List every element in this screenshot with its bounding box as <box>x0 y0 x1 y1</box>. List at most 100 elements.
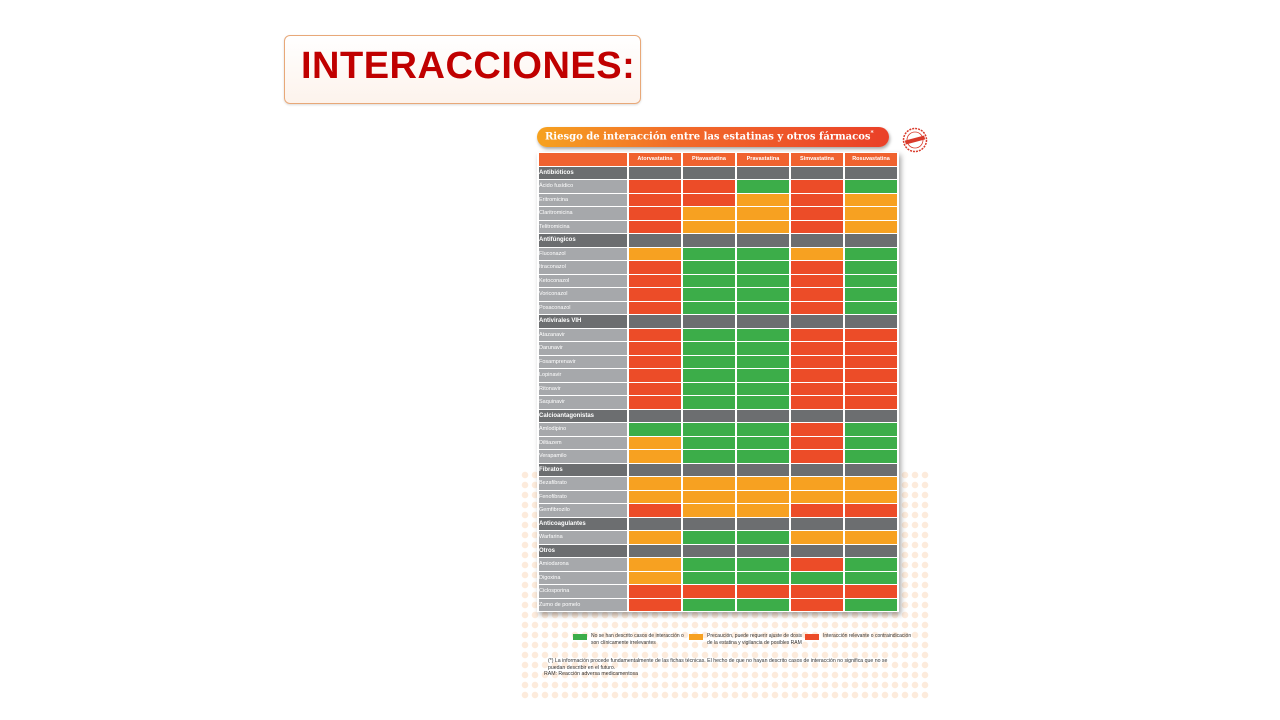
group-filler-cell <box>845 517 897 530</box>
risk-cell <box>791 450 843 463</box>
risk-cell <box>683 490 735 503</box>
table-row: Ciclosporina <box>539 585 897 598</box>
risk-cell <box>737 558 789 571</box>
legend-swatch-red <box>805 634 819 640</box>
group-filler-cell <box>845 409 897 422</box>
column-header: Rosuvastatina <box>845 153 897 166</box>
risk-cell <box>683 396 735 409</box>
risk-cell <box>737 531 789 544</box>
risk-cell <box>845 598 897 611</box>
drug-label: Amiodarona <box>539 558 627 571</box>
drug-label: Diltiazem <box>539 436 627 449</box>
table-row: Ketoconazol <box>539 274 897 287</box>
drug-label: Ciclosporina <box>539 585 627 598</box>
risk-cell <box>737 369 789 382</box>
figure-banner: Riesgo de interacción entre las estatina… <box>537 127 889 147</box>
group-filler-cell <box>629 315 681 328</box>
group-filler-cell <box>845 166 897 179</box>
risk-cell <box>791 571 843 584</box>
risk-cell <box>791 382 843 395</box>
group-filler-cell <box>737 463 789 476</box>
risk-cell <box>629 477 681 490</box>
group-filler-cell <box>683 517 735 530</box>
interaction-table: Atorvastatina Pitavastatina Pravastatina Si… <box>537 152 899 612</box>
legend-text-red: Interacción relevante o contraindicación <box>823 633 912 639</box>
risk-cell <box>629 558 681 571</box>
risk-cell <box>683 436 735 449</box>
risk-cell <box>737 598 789 611</box>
drug-label: Gemfibrozilo <box>539 504 627 517</box>
risk-cell <box>791 247 843 260</box>
table-row: Warfarina <box>539 531 897 544</box>
group-filler-cell <box>737 544 789 557</box>
risk-cell <box>845 301 897 314</box>
risk-cell <box>791 274 843 287</box>
risk-cell <box>683 382 735 395</box>
risk-cell <box>845 342 897 355</box>
risk-cell <box>629 180 681 193</box>
risk-cell <box>683 477 735 490</box>
risk-cell <box>845 450 897 463</box>
group-filler-cell <box>683 234 735 247</box>
group-filler-cell <box>737 517 789 530</box>
risk-cell <box>629 247 681 260</box>
table-row: Amiodarona <box>539 558 897 571</box>
risk-cell <box>845 193 897 206</box>
risk-cell <box>629 504 681 517</box>
risk-cell <box>629 490 681 503</box>
risk-cell <box>737 342 789 355</box>
risk-cell <box>791 436 843 449</box>
risk-cell <box>629 342 681 355</box>
risk-cell <box>629 301 681 314</box>
risk-cell <box>737 585 789 598</box>
risk-cell <box>845 369 897 382</box>
banner-title-text: Riesgo de interacción entre las estatina… <box>545 131 871 143</box>
risk-cell <box>737 328 789 341</box>
table-row: Fluconazol <box>539 247 897 260</box>
legend-swatch-orange <box>689 634 703 640</box>
drug-label: Ácido fusídico <box>539 180 627 193</box>
risk-cell <box>791 531 843 544</box>
drug-label: Digoxina <box>539 571 627 584</box>
risk-cell <box>791 355 843 368</box>
risk-cell <box>683 220 735 233</box>
table-row: Claritromicina <box>539 207 897 220</box>
risk-cell <box>791 328 843 341</box>
table-row: Atazanavir <box>539 328 897 341</box>
risk-cell <box>737 450 789 463</box>
group-filler-cell <box>791 517 843 530</box>
risk-cell <box>845 504 897 517</box>
group-filler-cell <box>683 409 735 422</box>
risk-cell <box>737 423 789 436</box>
drug-label: Ritonavir <box>539 382 627 395</box>
risk-cell <box>845 328 897 341</box>
legend-text-orange: Precaución, puede requerir ajuste de dos… <box>707 633 803 646</box>
group-filler-cell <box>791 544 843 557</box>
risk-cell <box>629 585 681 598</box>
group-label: Fibratos <box>539 463 627 476</box>
risk-cell <box>791 598 843 611</box>
risk-cell <box>737 490 789 503</box>
risk-cell <box>791 288 843 301</box>
risk-cell <box>683 571 735 584</box>
risk-cell <box>737 193 789 206</box>
risk-cell <box>791 477 843 490</box>
drug-label: Saquinavir <box>539 396 627 409</box>
risk-cell <box>629 207 681 220</box>
risk-cell <box>629 288 681 301</box>
group-row: Calcioantagonistas <box>539 409 897 422</box>
risk-cell <box>683 193 735 206</box>
risk-cell <box>683 585 735 598</box>
risk-cell <box>845 207 897 220</box>
risk-cell <box>683 531 735 544</box>
risk-cell <box>845 531 897 544</box>
risk-cell <box>845 585 897 598</box>
risk-cell <box>629 450 681 463</box>
risk-cell <box>629 423 681 436</box>
group-filler-cell <box>737 234 789 247</box>
group-row: Fibratos <box>539 463 897 476</box>
drug-label: Claritromicina <box>539 207 627 220</box>
risk-cell <box>791 207 843 220</box>
group-filler-cell <box>683 166 735 179</box>
risk-cell <box>737 477 789 490</box>
